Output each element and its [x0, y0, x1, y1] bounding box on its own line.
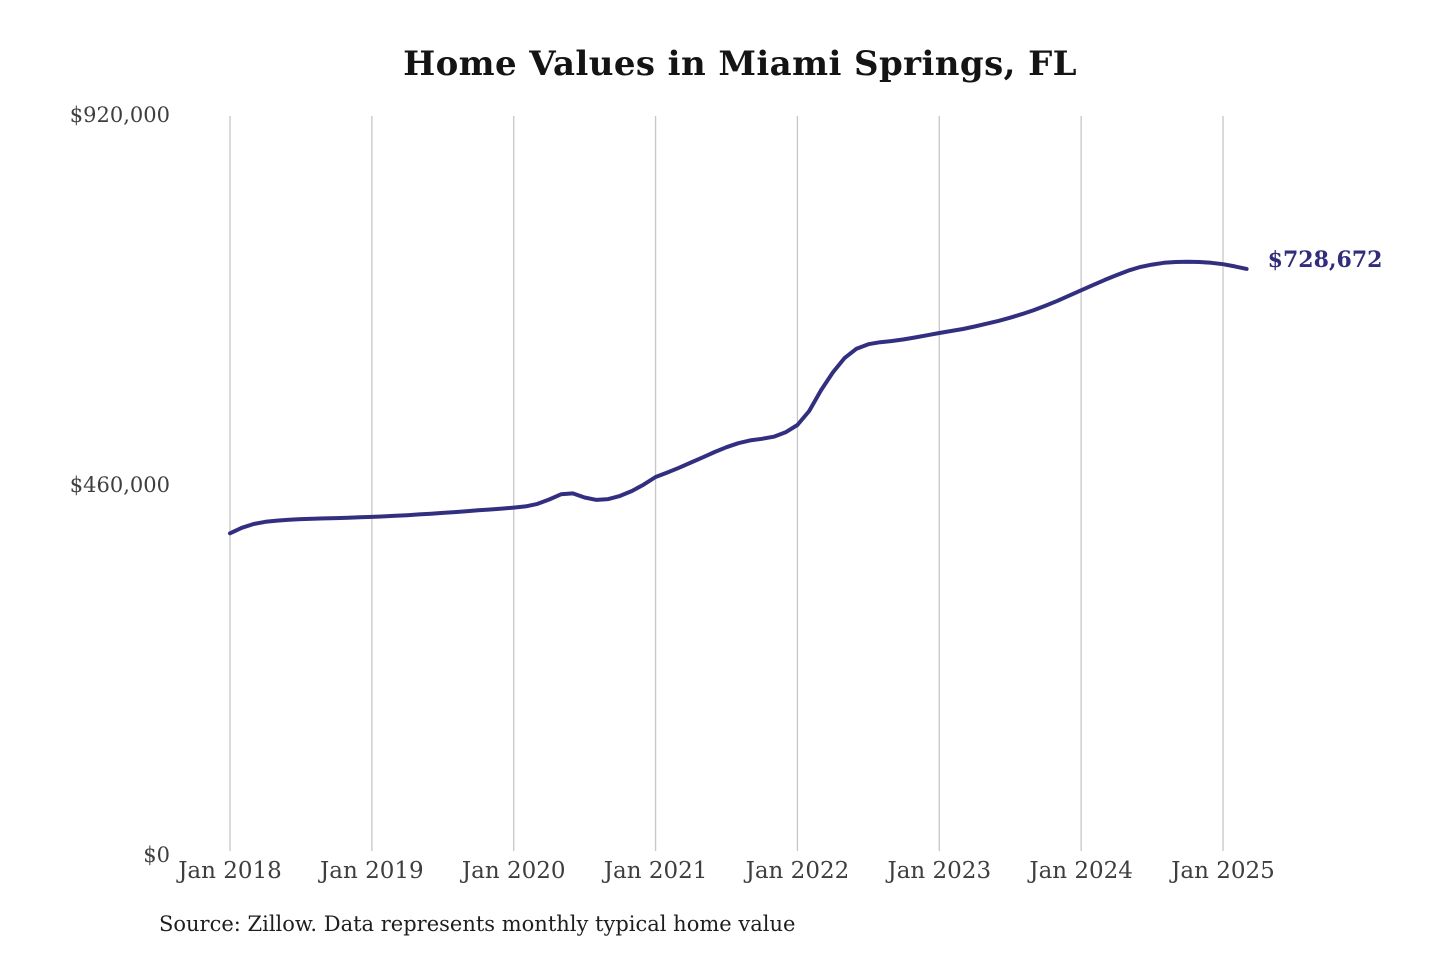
latest-value-label: $728,672	[1267, 246, 1383, 273]
y-axis-tick-label: $920,000	[69, 103, 170, 127]
x-axis-tick-label: Jan 2018	[178, 858, 282, 884]
x-axis-tick-label: Jan 2025	[1171, 858, 1275, 884]
x-axis-tick-label: Jan 2021	[603, 858, 708, 884]
chart-title: Home Values in Miami Springs, FL	[403, 44, 1077, 84]
home-value-line	[228, 259, 1249, 536]
x-axis-tick-label: Jan 2019	[320, 858, 424, 884]
y-axis-tick-label: $0	[143, 843, 170, 867]
x-axis-tick-label: Jan 2020	[461, 858, 566, 884]
x-axis-tick-label: Jan 2024	[1029, 858, 1133, 884]
source-note: Source: Zillow. Data represents monthly …	[159, 912, 796, 936]
x-axis-tick-label: Jan 2023	[887, 858, 992, 884]
y-axis-tick-label: $460,000	[69, 473, 170, 497]
x-axis-tick-label: Jan 2022	[745, 858, 850, 884]
